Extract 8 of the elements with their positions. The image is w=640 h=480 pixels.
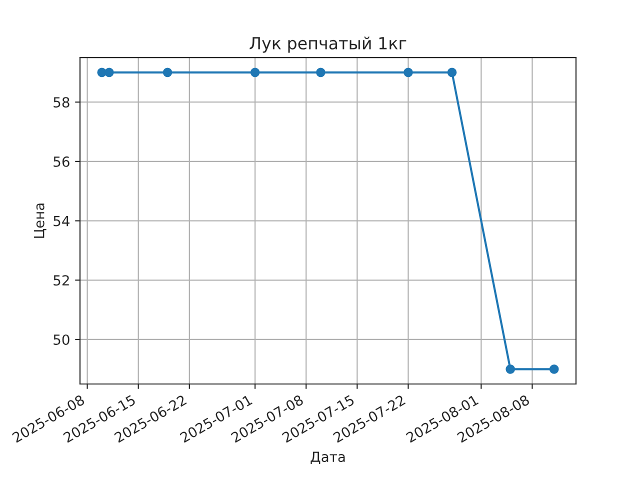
y-tick-label: 56 [54, 156, 70, 167]
y-tick-label: 52 [54, 275, 69, 286]
x-axis-title: Дата [310, 452, 345, 464]
y-tick-label: 58 [54, 97, 70, 108]
y-tick-label: 50 [54, 334, 70, 345]
chart-title: Лук репчатый 1кг [250, 36, 406, 53]
y-axis-title: Цена [34, 204, 46, 238]
y-tick-label: 54 [54, 216, 70, 226]
